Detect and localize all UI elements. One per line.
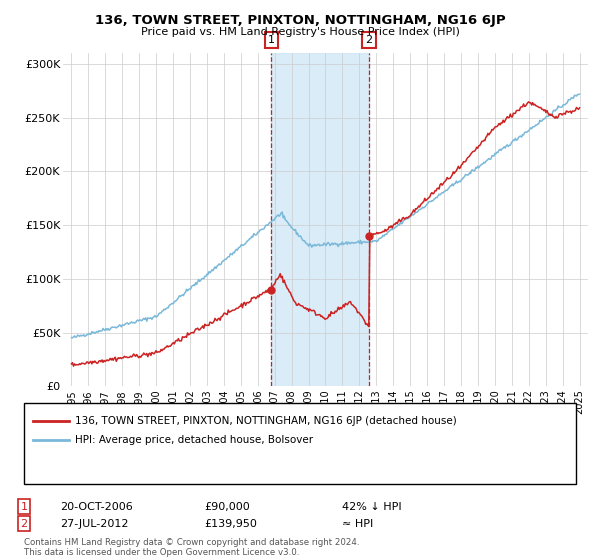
- Text: 136, TOWN STREET, PINXTON, NOTTINGHAM, NG16 6JP (detached house): 136, TOWN STREET, PINXTON, NOTTINGHAM, N…: [75, 416, 457, 426]
- Text: 2: 2: [365, 35, 373, 45]
- Text: 27-JUL-2012: 27-JUL-2012: [60, 519, 128, 529]
- Text: £90,000: £90,000: [204, 502, 250, 512]
- Text: ≈ HPI: ≈ HPI: [342, 519, 373, 529]
- Text: Contains HM Land Registry data © Crown copyright and database right 2024.
This d: Contains HM Land Registry data © Crown c…: [24, 538, 359, 557]
- Text: 20-OCT-2006: 20-OCT-2006: [60, 502, 133, 512]
- Text: 1: 1: [268, 35, 275, 45]
- Text: Price paid vs. HM Land Registry's House Price Index (HPI): Price paid vs. HM Land Registry's House …: [140, 27, 460, 37]
- Text: 136, TOWN STREET, PINXTON, NOTTINGHAM, NG16 6JP: 136, TOWN STREET, PINXTON, NOTTINGHAM, N…: [95, 14, 505, 27]
- Text: £139,950: £139,950: [204, 519, 257, 529]
- Text: 2: 2: [20, 519, 28, 529]
- Text: 1: 1: [20, 502, 28, 512]
- Bar: [271, 53, 369, 386]
- Text: HPI: Average price, detached house, Bolsover: HPI: Average price, detached house, Bols…: [75, 435, 313, 445]
- Text: 42% ↓ HPI: 42% ↓ HPI: [342, 502, 401, 512]
